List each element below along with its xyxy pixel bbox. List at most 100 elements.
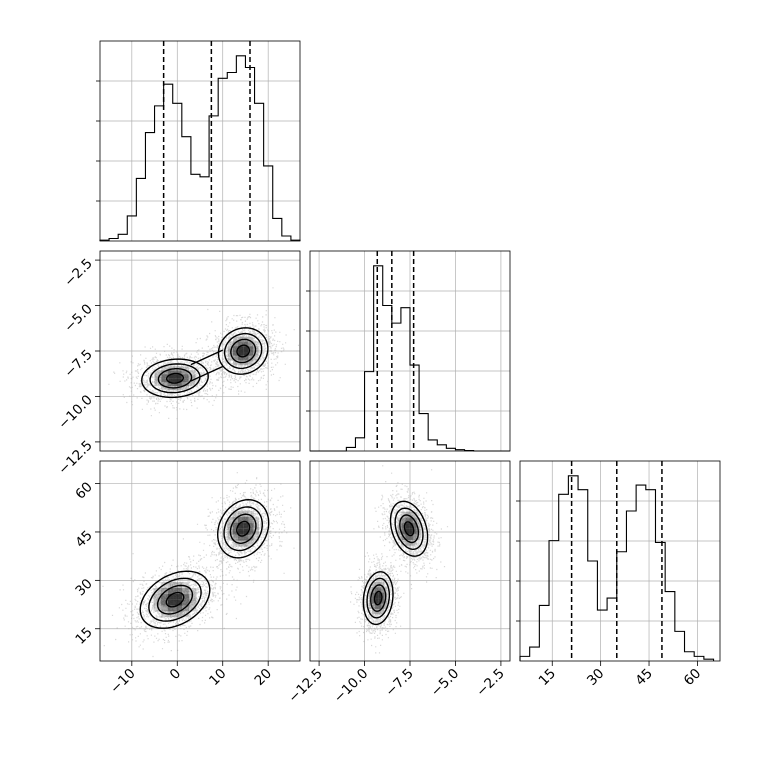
density-block-0-2-5 (167, 582, 175, 588)
tick-label-x-p2-0: 15 (536, 666, 559, 689)
density-block-1-4-5 (412, 511, 417, 518)
density-block-0-3-2 (175, 378, 182, 383)
density-block-1-5-3 (416, 523, 421, 529)
tick-label-x-p1-3: −5.0 (428, 666, 462, 700)
tick-label-x-p1-0: −12.5 (285, 666, 326, 707)
tick-label-x-p0-0: −10 (107, 666, 138, 697)
density-block-0-5-4 (188, 370, 196, 375)
density-block-1-5-1 (253, 534, 259, 541)
density-block-0-4-4 (181, 370, 189, 375)
density-block-0-2-3 (375, 592, 379, 599)
tick-label-y-p1-3: −5.0 (61, 301, 95, 335)
contour-p0-p1-mode1-level1 (230, 338, 257, 364)
density-block-0-4-4 (381, 587, 385, 593)
density-block-0-5-4 (384, 587, 388, 593)
density-block-0-1-1 (372, 603, 376, 609)
density-block-0-4-5 (381, 581, 385, 588)
density-block-1-0-1 (397, 534, 402, 541)
density-block-0-4-3 (182, 593, 190, 600)
density-block-1-3-2 (243, 528, 249, 535)
density-block-0-4-3 (381, 592, 385, 599)
scatter-points-p0-p2 (102, 472, 295, 658)
density-block-1-4-1 (412, 534, 417, 541)
histogram-panel-p1 (306, 250, 511, 452)
contour-p0-p2-mode0-level1 (156, 584, 194, 615)
tick-label-y-p2-2: 45 (72, 527, 95, 550)
contour-p0-p2-mode1-level0 (236, 520, 251, 537)
density-block-1-3-4 (243, 516, 249, 523)
density-block-1-1-0 (233, 360, 239, 366)
tick-label-x-p2-1: 30 (584, 666, 607, 689)
density-block-0-0-4 (369, 587, 373, 593)
contour-p1-p2-mode0-level2 (366, 577, 390, 619)
density-block-0-2-4 (167, 587, 175, 594)
joint-content-p0-p2 (102, 472, 295, 658)
density-block-1-4-0 (248, 540, 254, 547)
histogram-panel-p2 (516, 460, 721, 662)
density-block-0-4-3 (181, 374, 189, 379)
density-block-1-5-1 (416, 534, 421, 541)
contour-p0-p1-mode1-level3 (217, 327, 269, 375)
density-block-0-4-2 (381, 598, 385, 604)
density-block-1-4-0 (248, 360, 254, 366)
contour-p0-p2-mode0-level3 (139, 570, 211, 629)
tick-label-x-p2-3: 60 (681, 666, 704, 689)
density-block-0-5-1 (188, 382, 196, 387)
density-block-1-5-1 (253, 355, 259, 361)
contour-p0-p1-mode0-level3 (141, 358, 209, 399)
density-block-1-0-3 (227, 346, 233, 351)
contour-p1-p2-mode0-level1 (370, 584, 387, 612)
tick-label-y-p2-3: 60 (72, 479, 95, 502)
density-block-0-1-0 (372, 608, 376, 615)
density-block-0-1-2 (161, 378, 169, 383)
density-block-0-4-0 (181, 386, 189, 391)
density-block-0-1-3 (372, 592, 376, 599)
density-block-0-1-2 (372, 598, 376, 604)
density-block-0-1-4 (160, 587, 168, 594)
density-block-0-3-3 (175, 593, 183, 600)
density-block-1-1-5 (233, 336, 239, 342)
density-block-0-4-2 (182, 599, 190, 606)
density-block-0-3-4 (378, 587, 382, 593)
tick-label-x-p1-2: −7.5 (382, 666, 416, 700)
density-block-0-2-3 (167, 593, 175, 600)
density-block-1-2-4 (405, 517, 410, 524)
joint-panel-p0-p2 (99, 460, 301, 662)
density-block-0-2-4 (375, 587, 379, 593)
density-block-1-0-1 (227, 534, 233, 541)
density-block-1-4-1 (248, 355, 254, 361)
density-block-1-4-5 (248, 336, 254, 342)
density-block-1-3-1 (243, 534, 249, 541)
panel-frame-p0-p2 (99, 460, 301, 662)
density-block-0-1-3 (161, 374, 169, 379)
density-block-1-1-5 (401, 511, 406, 518)
density-block-0-2-2 (375, 598, 379, 604)
contour-p1-p2-mode1-level3 (389, 500, 429, 557)
contour-p1-p2-mode1-level1 (399, 514, 420, 544)
density-block-1-1-5 (232, 510, 238, 517)
density-block-1-4-4 (248, 341, 254, 347)
density-block-1-2-5 (237, 510, 244, 517)
density-block-0-3-2 (378, 598, 382, 604)
density-block-0-3-3 (175, 374, 182, 379)
tick-label-y-p1-1: −10.0 (55, 392, 96, 433)
density-block-1-3-4 (409, 517, 413, 524)
density-block-0-3-4 (175, 587, 183, 594)
density-block-0-4-2 (181, 378, 189, 383)
tick-label-y-p2-0: 15 (72, 624, 95, 647)
tick-label-x-p1-4: −2.5 (473, 666, 507, 700)
density-block-0-2-5 (375, 581, 379, 588)
density-block-1-4-5 (248, 510, 254, 517)
density-block-1-1-1 (233, 355, 239, 361)
joint-content-p1-p2 (350, 465, 449, 654)
density-block-0-3-0 (175, 611, 183, 618)
density-block-0-0-3 (153, 593, 161, 600)
density-block-1-4-3 (248, 522, 254, 529)
histogram-p1 (310, 265, 510, 452)
density-block-0-1-1 (160, 605, 168, 612)
contour-p0-p1-mode0-level0 (166, 372, 184, 384)
density-block-1-2-2 (238, 351, 244, 356)
density-block-1-0-1 (227, 355, 233, 361)
contour-p0-p2-mode1-level2 (223, 506, 264, 552)
density-block-1-3-3 (243, 522, 249, 529)
